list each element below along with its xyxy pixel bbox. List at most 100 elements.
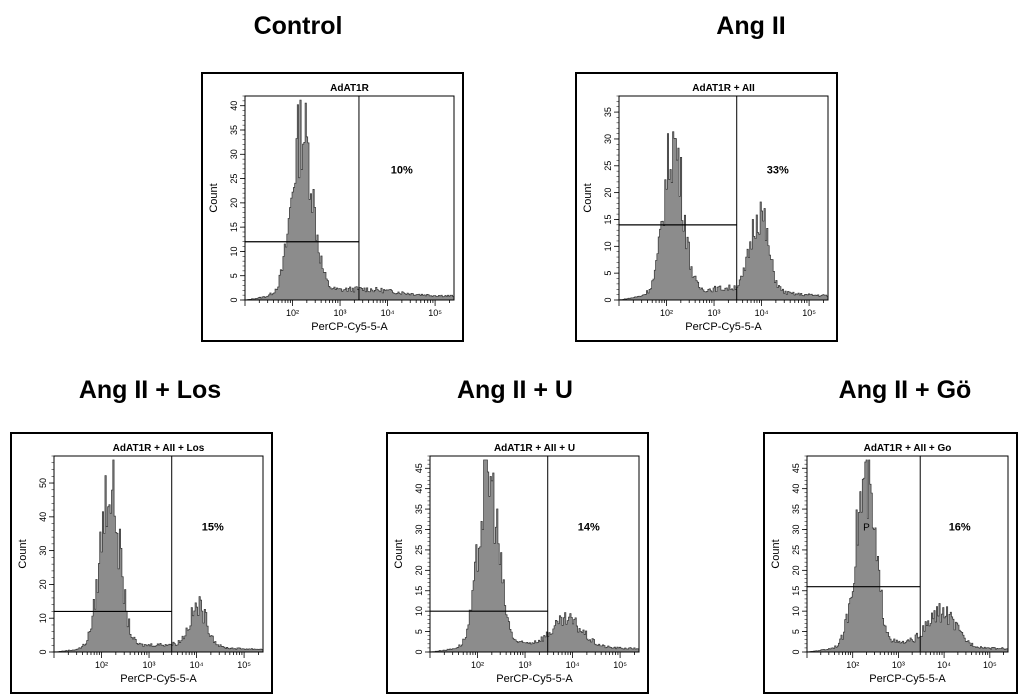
- y-tick-label: 25: [791, 545, 801, 555]
- x-tick-label: 10⁵: [237, 660, 251, 670]
- condition-title-ang-ii-u: Ang II + U: [457, 376, 573, 404]
- histogram-area: [53, 459, 264, 653]
- y-tick-label: 15: [791, 586, 801, 596]
- gate-percent-label: 10%: [391, 165, 413, 177]
- x-tick-label: 10²: [660, 308, 673, 318]
- x-tick-label: 10²: [95, 660, 108, 670]
- x-axis-label: PerCP-Cy5-5-A: [869, 673, 946, 685]
- y-tick-label: 0: [791, 649, 801, 654]
- x-tick-label: 10²: [286, 308, 299, 318]
- y-tick-label: 20: [791, 565, 801, 575]
- y-tick-label: 35: [414, 504, 424, 514]
- y-tick-label: 30: [229, 149, 239, 159]
- y-tick-label: 30: [414, 524, 424, 534]
- x-tick-label: 10⁴: [566, 660, 580, 670]
- histogram-svg: AdAT1R 10% 10² 10³ 10⁴ 10⁵ 0 5 10 15 20 25 30 35 40 Per…: [208, 83, 455, 333]
- y-tick-label: 5: [414, 629, 424, 634]
- x-tick-label: 10⁵: [983, 660, 997, 670]
- y-tick-label: 0: [603, 297, 613, 302]
- plot-frame: [53, 455, 264, 653]
- y-tick-label: 35: [229, 125, 239, 135]
- y-tick-label: 0: [38, 649, 48, 654]
- y-tick-label: 20: [603, 188, 613, 198]
- y-tick-label: 25: [229, 174, 239, 184]
- y-tick-label: 40: [229, 101, 239, 111]
- condition-title-ang-ii-los: Ang II + Los: [78, 376, 222, 404]
- y-tick-label: 30: [791, 524, 801, 534]
- x-tick-label: 10³: [519, 660, 532, 670]
- y-tick-label: 30: [603, 134, 613, 144]
- y-tick-label: 10: [38, 613, 48, 623]
- x-tick-label: 10³: [892, 660, 905, 670]
- histogram-panel-ang-ii-u: AdAT1R + AII + U 14% 10² 10³ 10⁴ 10⁵ 0 5 10 15 20 2…: [386, 432, 649, 694]
- x-tick-label: 10⁵: [802, 308, 816, 318]
- y-tick-label: 15: [414, 586, 424, 596]
- y-tick-label: 35: [603, 107, 613, 117]
- gate-percent-label: 16%: [949, 521, 971, 533]
- condition-title-ang-ii-go: Ang II + Gö: [838, 376, 972, 404]
- gate-name-label: P: [863, 522, 870, 533]
- y-tick-label: 5: [603, 271, 613, 276]
- gate-percent-label: 15%: [202, 521, 224, 533]
- histogram-panel-ang-ii-los: AdAT1R + AII + Los 15% 10² 10³ 10⁴ 10⁵ 0 10 20 30…: [10, 432, 273, 694]
- histogram-panel-ang-ii: AdAT1R + AII 33% 10² 10³ 10⁴ 10⁵ 0 5 10 15 20 25 30 3…: [575, 72, 838, 342]
- plot-frame: [806, 455, 1009, 653]
- histogram-area: [429, 459, 640, 653]
- y-axis-label: Count: [17, 539, 29, 568]
- histogram-svg: AdAT1R + AII + U 14% 10² 10³ 10⁴ 10⁵ 0 5 10 15 20 2…: [393, 443, 640, 685]
- histogram-area: [244, 99, 455, 301]
- histogram-svg: AdAT1R + AII 33% 10² 10³ 10⁴ 10⁵ 0 5 10 15 20 25 30 3…: [582, 83, 829, 333]
- y-tick-label: 10: [229, 246, 239, 256]
- y-tick-label: 10: [603, 241, 613, 251]
- y-tick-label: 30: [38, 546, 48, 556]
- x-tick-label: 10⁴: [190, 660, 204, 670]
- gate-percent-label: 33%: [767, 165, 789, 177]
- panel-title: AdAT1R + AII + Go: [864, 443, 952, 454]
- x-tick-label: 10²: [471, 660, 484, 670]
- y-tick-label: 10: [414, 606, 424, 616]
- y-axis-label: Count: [393, 539, 405, 568]
- y-axis-label: Count: [770, 539, 782, 568]
- y-tick-label: 35: [791, 504, 801, 514]
- y-tick-label: 45: [791, 463, 801, 473]
- y-tick-label: 0: [229, 297, 239, 302]
- plot-frame: [244, 95, 455, 301]
- y-tick-label: 25: [603, 161, 613, 171]
- y-tick-label: 40: [414, 484, 424, 494]
- y-tick-label: 40: [791, 484, 801, 494]
- y-tick-label: 25: [414, 545, 424, 555]
- x-tick-label: 10⁵: [613, 660, 627, 670]
- x-tick-label: 10⁴: [755, 308, 769, 318]
- y-tick-label: 45: [414, 463, 424, 473]
- histogram-panel-control: AdAT1R 10% 10² 10³ 10⁴ 10⁵ 0 5 10 15 20 25 30 35 40 Per…: [201, 72, 464, 342]
- panel-title: AdAT1R + AII + U: [494, 443, 575, 454]
- panel-title: AdAT1R: [330, 83, 369, 94]
- histogram-area: [618, 131, 829, 301]
- x-tick-label: 10²: [846, 660, 859, 670]
- y-tick-label: 20: [38, 579, 48, 589]
- histogram-panel-ang-ii-go: AdAT1R + AII + Go 16% P 10² 10³ 10⁴ 10⁵ 0 5 10 15 2…: [763, 432, 1018, 694]
- y-tick-label: 10: [791, 606, 801, 616]
- y-axis-label: Count: [208, 183, 220, 212]
- y-axis-label: Count: [582, 183, 594, 212]
- y-tick-label: 40: [38, 512, 48, 522]
- histogram-area: [806, 459, 1009, 653]
- condition-title-control: Control: [253, 12, 343, 40]
- y-tick-label: 50: [38, 478, 48, 488]
- y-tick-label: 15: [229, 222, 239, 232]
- histogram-svg: AdAT1R + AII + Go 16% P 10² 10³ 10⁴ 10⁵ 0 5 10 15 2…: [770, 443, 1009, 685]
- x-tick-label: 10⁴: [381, 308, 395, 318]
- panel-title: AdAT1R + AII: [692, 83, 755, 94]
- x-tick-label: 10³: [334, 308, 347, 318]
- y-tick-label: 0: [414, 649, 424, 654]
- histogram-svg: AdAT1R + AII + Los 15% 10² 10³ 10⁴ 10⁵ 0 10 20 30…: [17, 443, 264, 685]
- x-axis-label: PerCP-Cy5-5-A: [685, 321, 762, 333]
- y-tick-label: 20: [229, 198, 239, 208]
- x-tick-label: 10⁵: [428, 308, 442, 318]
- plot-frame: [618, 95, 829, 301]
- x-tick-label: 10³: [708, 308, 721, 318]
- plot-frame: [429, 455, 640, 653]
- x-tick-label: 10⁴: [937, 660, 951, 670]
- x-axis-label: PerCP-Cy5-5-A: [496, 673, 573, 685]
- x-tick-label: 10³: [143, 660, 156, 670]
